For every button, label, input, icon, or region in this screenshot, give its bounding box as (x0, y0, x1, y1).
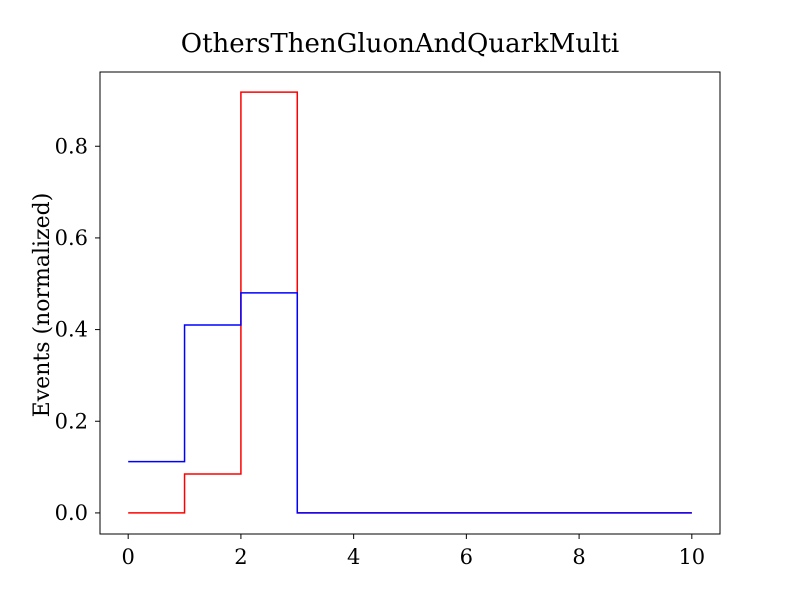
y-axis: 0.0 0.2 0.4 0.6 0.8 (55, 134, 100, 525)
x-tick-label: 2 (234, 545, 247, 569)
y-tick-label: 0.0 (55, 501, 88, 525)
x-tick-label: 4 (347, 545, 360, 569)
y-axis-label: Events (normalized) (30, 193, 55, 418)
chart-title: OthersThenGluonAndQuarkMulti (181, 29, 619, 59)
x-tick-label: 10 (678, 545, 705, 569)
y-tick-label: 0.6 (55, 226, 88, 250)
x-axis: 0 2 4 6 8 10 (121, 534, 705, 569)
x-tick-label: 0 (121, 545, 134, 569)
series-1-step-line (128, 292, 692, 514)
y-tick-label: 0.2 (55, 409, 88, 433)
plot-series (128, 91, 692, 514)
x-tick-label: 8 (572, 545, 585, 569)
series-0-step-line (128, 91, 692, 514)
y-tick-label: 0.8 (55, 134, 88, 158)
y-tick-label: 0.4 (55, 318, 88, 342)
plot-area-frame (99, 71, 721, 535)
x-tick-label: 6 (460, 545, 473, 569)
